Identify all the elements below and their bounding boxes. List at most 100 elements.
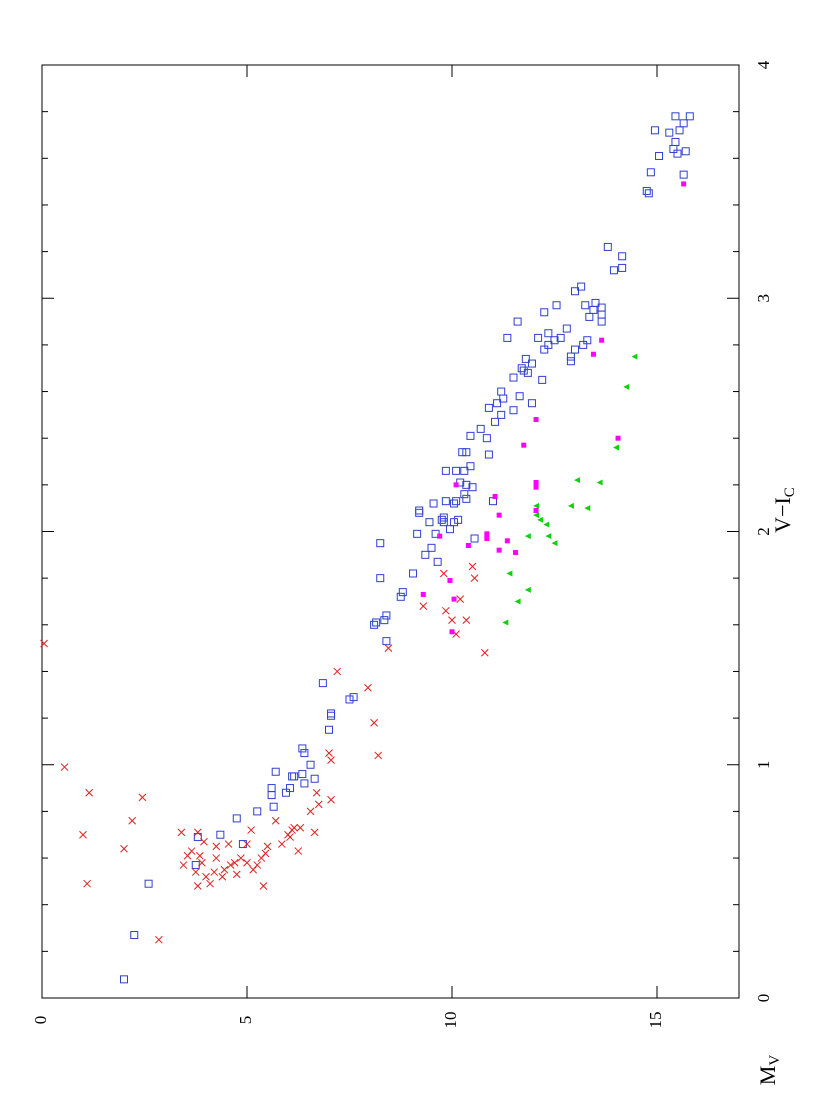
point xyxy=(345,695,354,704)
point xyxy=(409,569,418,578)
point xyxy=(247,826,255,834)
point xyxy=(589,305,598,314)
point xyxy=(230,858,239,867)
point xyxy=(413,529,422,538)
y-tick-label: 2 xyxy=(754,527,773,536)
point xyxy=(238,840,247,849)
point xyxy=(533,484,539,490)
point xyxy=(382,611,391,620)
point xyxy=(79,830,87,839)
point xyxy=(370,620,379,629)
point xyxy=(179,861,188,869)
point xyxy=(567,502,574,509)
point xyxy=(591,298,600,307)
point xyxy=(669,144,678,153)
point xyxy=(325,749,333,757)
point xyxy=(267,784,276,793)
point xyxy=(515,392,524,401)
point xyxy=(445,525,454,534)
point xyxy=(384,644,393,652)
point xyxy=(581,301,590,310)
point xyxy=(504,538,510,544)
point xyxy=(327,795,335,804)
point xyxy=(496,547,502,553)
point xyxy=(681,181,687,187)
point xyxy=(193,833,202,842)
point xyxy=(574,477,581,484)
point xyxy=(437,533,443,539)
x-axis-label-sub: V xyxy=(767,1055,783,1066)
point xyxy=(618,252,627,261)
point xyxy=(220,865,229,874)
point xyxy=(571,287,579,296)
point xyxy=(493,399,502,408)
point xyxy=(286,833,294,841)
point xyxy=(556,333,565,342)
point xyxy=(85,788,94,797)
point xyxy=(376,539,385,548)
point xyxy=(130,931,139,940)
y-axis-label-main: V−I xyxy=(770,497,795,533)
point xyxy=(533,512,540,519)
point xyxy=(210,868,219,876)
point xyxy=(349,693,358,702)
point xyxy=(224,840,233,848)
point xyxy=(544,340,553,349)
point xyxy=(415,506,424,515)
point xyxy=(312,788,321,797)
point xyxy=(596,479,603,486)
point xyxy=(128,816,137,825)
point xyxy=(243,858,251,867)
x-tick-label: 10 xyxy=(441,1012,460,1029)
point xyxy=(514,598,521,605)
y-tick-label: 0 xyxy=(754,994,773,1003)
point xyxy=(618,263,627,272)
point xyxy=(583,336,592,345)
x-tick-label: 15 xyxy=(646,1012,665,1029)
point xyxy=(370,718,378,727)
point xyxy=(480,648,489,657)
point xyxy=(679,170,688,179)
point xyxy=(193,828,202,837)
point xyxy=(200,837,208,846)
point xyxy=(685,112,694,121)
point xyxy=(679,119,688,128)
point xyxy=(523,368,532,377)
point xyxy=(286,784,295,793)
point xyxy=(503,333,512,342)
point xyxy=(460,466,469,475)
point xyxy=(253,807,262,816)
x-tick-label: 5 xyxy=(236,1016,255,1025)
plot-frame xyxy=(41,64,740,999)
point xyxy=(462,448,471,457)
point xyxy=(468,562,477,571)
point xyxy=(437,515,446,524)
point xyxy=(675,126,684,135)
point xyxy=(212,854,221,862)
point xyxy=(499,394,508,403)
point xyxy=(671,112,680,121)
point xyxy=(665,128,674,137)
point xyxy=(458,448,467,457)
point xyxy=(441,606,450,615)
point xyxy=(454,515,463,524)
point xyxy=(306,760,315,769)
point xyxy=(450,518,459,527)
point xyxy=(585,312,594,321)
point xyxy=(673,149,682,158)
point xyxy=(396,592,405,601)
point xyxy=(496,512,502,518)
point xyxy=(466,462,475,471)
point xyxy=(298,770,307,779)
point xyxy=(296,823,305,832)
point xyxy=(429,499,438,508)
point xyxy=(584,505,591,512)
point xyxy=(439,569,448,578)
point xyxy=(195,851,204,860)
point xyxy=(420,591,426,597)
point xyxy=(120,975,128,984)
point xyxy=(441,466,450,475)
point xyxy=(451,596,457,602)
point xyxy=(599,337,605,343)
point xyxy=(449,629,455,635)
